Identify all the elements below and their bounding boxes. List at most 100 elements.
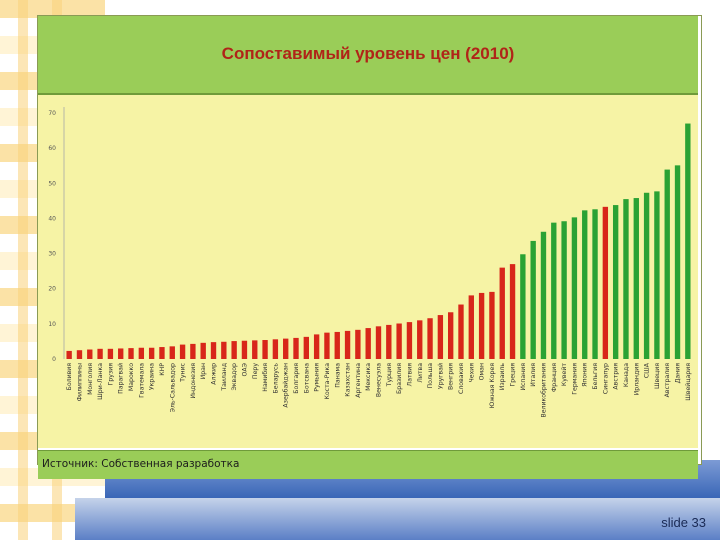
x-tick-label: КНР [159, 363, 166, 376]
x-tick-label: Гватемала [138, 363, 145, 398]
bar-Латвия [406, 322, 413, 359]
bar-Австрия [612, 205, 619, 359]
x-tick-label: Германия [571, 363, 578, 395]
x-tick-label: Филиппины [76, 363, 83, 401]
chart-area: 0 10 20 30 40 50 60 70 Боливия Филиппины Монголия Ш… [38, 95, 698, 448]
bar-Боливия [66, 350, 72, 359]
x-tick-label: Мексика [365, 363, 372, 391]
x-tick-label: Словакия [458, 363, 465, 394]
bar-Алжир [210, 342, 217, 359]
x-tick-label: Оман [479, 363, 486, 380]
bar-Польша [427, 318, 433, 359]
bar-Бразилия [396, 323, 402, 359]
bar-Монголия [87, 349, 93, 359]
bar-Аргентина [355, 329, 361, 359]
bar-Испания [520, 254, 526, 359]
x-tick-label: Латвия [406, 363, 413, 387]
bar-Франция [551, 222, 557, 359]
bar-Канада [623, 199, 629, 359]
x-tick-label: Турция [386, 363, 393, 388]
y-tick-label: 0 [52, 356, 56, 363]
x-tick-label: Дания [675, 363, 682, 384]
x-tick-label: Индонезия [190, 363, 197, 399]
y-tick-label: 70 [48, 110, 56, 117]
bar-Казахстан [344, 330, 351, 359]
bar-Япония [582, 210, 588, 359]
x-tick-label: Франция [551, 363, 558, 392]
x-tick-label: Шри-Ланка [97, 363, 104, 400]
bar-Болгария [293, 337, 299, 359]
bar-Швейцария [685, 123, 691, 359]
x-tick-label: Намибия [261, 363, 269, 392]
source-label: Источник: Собственная разработка [42, 458, 240, 470]
y-tick-label: 50 [48, 180, 56, 187]
x-tick-label: Казахстан [345, 363, 352, 397]
bar-Великобритания [540, 231, 547, 359]
bar-Шри-Ланка [97, 348, 103, 359]
x-tick-label: Чехия [468, 363, 475, 383]
y-tick-label: 20 [48, 286, 56, 293]
y-tick-label: 40 [48, 215, 56, 222]
bar-Сингапур [602, 206, 609, 359]
bar-Тунис [179, 344, 186, 359]
x-tick-label: Боливия [66, 363, 73, 391]
x-tick-label: Бельгия [592, 363, 599, 390]
y-tick-label: 10 [48, 321, 56, 328]
x-tick-label: Коста-Рика [324, 363, 331, 400]
x-tick-label: Румыния [314, 363, 321, 392]
x-tick-label: Ирландия [633, 363, 640, 396]
x-tick-label: Великобритания [539, 363, 547, 418]
bar-Австралия [664, 169, 670, 359]
x-tick-label: Эль-Сальвадор [169, 363, 176, 412]
x-tick-label: Канада [623, 363, 630, 387]
bar-Литва [417, 320, 423, 359]
bottom-band [75, 498, 720, 540]
bar-Азербайджан [283, 338, 289, 359]
bar-Уругвай [437, 315, 444, 359]
bar-Эквадор [231, 341, 237, 359]
chart-panel: Сопоставимый уровень цен (2010) 0 10 20 30 4… [37, 15, 702, 479]
x-tick-label: Греция [510, 363, 517, 387]
bar-Украина [148, 347, 155, 359]
x-tick-label: Болгария [293, 363, 300, 394]
bar-Бельгия [592, 209, 598, 359]
bar-Италия [530, 240, 536, 359]
bar-КНР [159, 347, 165, 359]
source-bar: Источник: Собственная разработка [38, 450, 698, 479]
x-tick-label: Тунис [180, 362, 187, 383]
x-tick-label: Ботсвана [303, 363, 310, 394]
bar-Гватемала [138, 347, 145, 359]
bar-Перу [252, 340, 258, 359]
bar-Оман [478, 292, 485, 359]
x-tick-label: Австралия [664, 363, 671, 398]
x-tick-label: Уругвай [436, 363, 444, 389]
bar-Филиппины [76, 350, 83, 359]
bar-Иран [200, 342, 206, 359]
chart-title: Сопоставимый уровень цен (2010) [221, 44, 515, 63]
bar-Грузия [107, 348, 114, 359]
title-bar: Сопоставимый уровень цен (2010) [38, 16, 698, 95]
bar-Чехия [468, 295, 474, 359]
bar-США [643, 192, 650, 359]
bar-Таиланд [221, 341, 227, 359]
x-tick-label: Бразилия [396, 363, 403, 394]
bar-Беларусь [272, 339, 279, 359]
x-tick-label: Италия [530, 363, 537, 387]
bar-Мексика [365, 328, 371, 359]
x-tick-label: Венесуэла [376, 363, 383, 397]
x-tick-label: Израиль [499, 363, 506, 391]
bar-Венесуэла [375, 326, 382, 359]
x-tick-label: Эквадор [231, 363, 238, 391]
x-tick-label: Монголия [87, 363, 94, 395]
x-tick-label: Алжир [211, 363, 218, 385]
bar-Южная Корея [489, 291, 495, 359]
bar-Ботсвана [303, 336, 309, 359]
x-tick-label: Венгрия [448, 363, 455, 390]
y-tick-label: 60 [48, 145, 56, 152]
x-tick-label: Япония [582, 363, 589, 387]
bar-Индонезия [190, 343, 196, 359]
x-tick-label: Панама [334, 363, 341, 388]
bar-Израиль [499, 267, 505, 359]
x-tick-label: Сингапур [602, 363, 609, 394]
